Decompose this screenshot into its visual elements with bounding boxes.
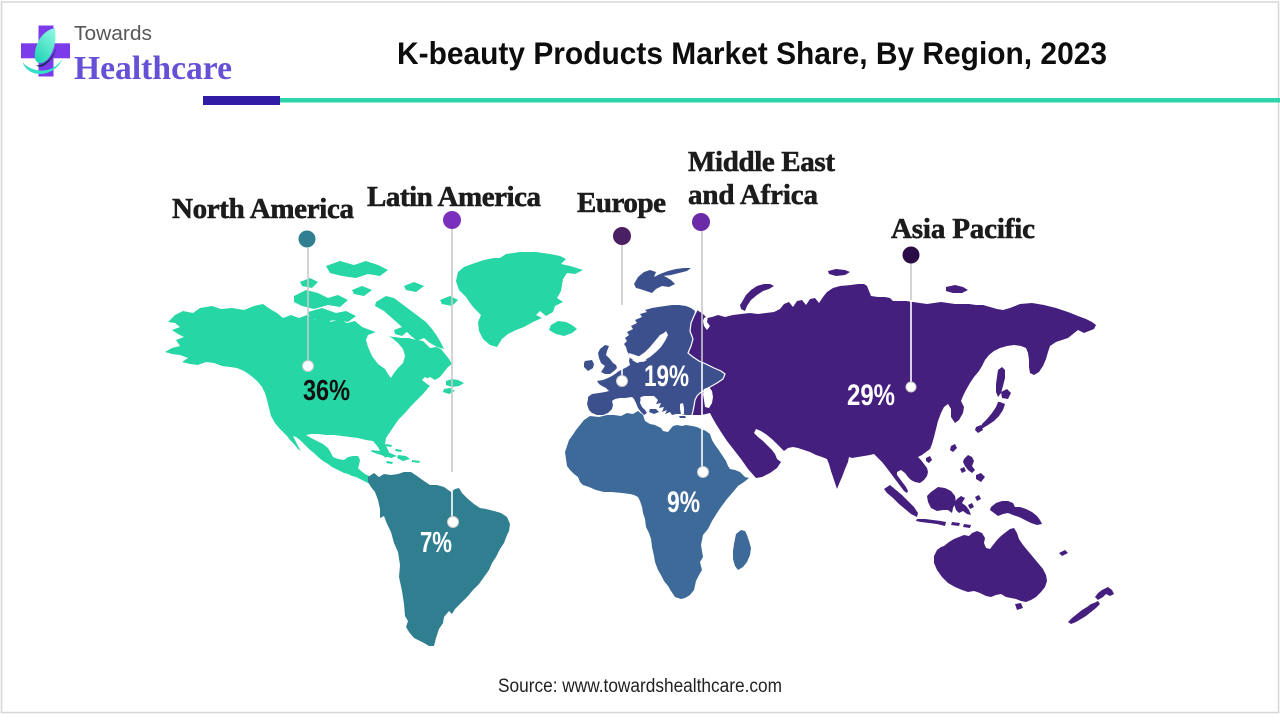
- svg-text:36%: 36%: [303, 375, 350, 407]
- svg-text:9%: 9%: [667, 486, 700, 519]
- svg-text:Towards: Towards: [74, 23, 152, 45]
- svg-text:Europe: Europe: [577, 187, 666, 219]
- svg-text:29%: 29%: [847, 379, 895, 412]
- svg-text:Middle East: Middle East: [688, 146, 835, 178]
- svg-text:K-beauty Products Market Share: K-beauty Products Market Share, By Regio…: [397, 35, 1107, 71]
- svg-text:Source: www.towardshealthcare.: Source: www.towardshealthcare.com: [498, 676, 782, 697]
- svg-text:Latin America: Latin America: [367, 181, 542, 213]
- svg-text:7%: 7%: [420, 527, 452, 559]
- svg-text:19%: 19%: [644, 360, 689, 393]
- svg-text:North America: North America: [172, 193, 355, 225]
- svg-text:Healthcare: Healthcare: [74, 50, 232, 87]
- svg-text:Asia Pacific: Asia Pacific: [891, 213, 1035, 245]
- svg-text:and Africa: and Africa: [688, 179, 819, 211]
